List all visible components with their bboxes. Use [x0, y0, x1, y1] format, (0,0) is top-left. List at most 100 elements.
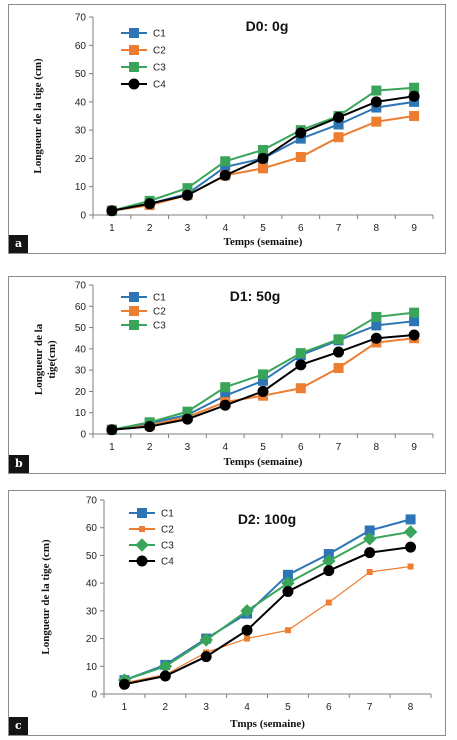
chart-title: D1: 50g [230, 288, 281, 304]
data-point [333, 119, 344, 130]
x-tick-label: 2 [147, 442, 153, 453]
data-point [405, 541, 417, 553]
data-point [295, 127, 307, 139]
data-point [240, 604, 254, 618]
chart-title: D0: 0g [246, 18, 289, 34]
x-tick-label: 8 [374, 442, 380, 453]
legend-label: C4 [153, 80, 166, 91]
data-point [409, 316, 420, 327]
x-tick-label: 7 [336, 442, 342, 453]
x-tick-label: 8 [374, 223, 380, 234]
data-point [257, 152, 269, 164]
data-point [258, 144, 268, 155]
data-point [403, 525, 418, 539]
data-point [182, 183, 193, 194]
legend-marker [129, 292, 139, 302]
data-point [408, 329, 420, 341]
legend-label: C3 [153, 321, 166, 332]
legend-label: C2 [161, 525, 174, 536]
data-point [106, 424, 118, 436]
y-tick-label: 20 [86, 634, 98, 645]
chart-panel-c: 0 10 20 30 40 50 60 70 1 2 3 4 5 6 7 8 C1 C2 C3 C4 D2: 100g T… [8, 490, 446, 736]
y-tick-label: 50 [75, 69, 87, 80]
data-point [366, 569, 373, 576]
data-point [371, 311, 382, 322]
x-axis-label: Tmps (semaine) [230, 718, 305, 730]
data-point [258, 375, 268, 386]
data-point [181, 189, 193, 201]
y-tick-label: 60 [86, 523, 98, 534]
y-tick-label: 70 [86, 496, 98, 507]
data-point [371, 102, 382, 113]
x-tick-label: 3 [185, 223, 191, 234]
data-point [200, 651, 212, 663]
data-point [405, 514, 416, 525]
legend-label: C3 [161, 541, 174, 552]
y-tick-label: 10 [75, 408, 87, 419]
series-line-c4 [124, 546, 411, 686]
y-tick-label: 30 [75, 126, 87, 137]
data-point [295, 359, 307, 371]
x-tick-label: 2 [147, 223, 153, 234]
y-tick-label: 40 [75, 344, 87, 355]
data-point [257, 385, 269, 397]
x-tick-label: 6 [326, 702, 332, 713]
panel-label-a: a [9, 235, 29, 253]
y-tick-label: 60 [75, 41, 87, 52]
legend-label: C1 [153, 293, 166, 304]
data-point [333, 111, 345, 123]
data-point [371, 85, 382, 96]
x-tick-label: 4 [244, 702, 250, 713]
y-tick-label: 40 [86, 579, 98, 590]
x-tick-label: 5 [260, 223, 266, 234]
data-point [241, 624, 253, 636]
chart-title: D2: 100g [238, 511, 296, 527]
data-point [407, 563, 414, 570]
x-tick-label: 1 [122, 702, 128, 713]
y-axis-label: Longueur de latige(cm) [33, 323, 58, 395]
legend-marker [139, 526, 145, 532]
data-point [284, 627, 291, 634]
data-point [333, 334, 344, 345]
data-point [282, 569, 293, 580]
data-point [159, 670, 171, 682]
x-tick-label: 7 [367, 702, 373, 713]
data-point [408, 90, 420, 102]
legend-marker [129, 28, 139, 38]
x-tick-label: 1 [109, 442, 115, 453]
y-tick-label: 0 [80, 430, 86, 441]
data-point [295, 152, 306, 163]
data-point [182, 406, 193, 417]
y-tick-label: 20 [75, 387, 87, 398]
y-tick-label: 0 [91, 690, 97, 701]
data-point [144, 198, 156, 210]
y-tick-label: 70 [75, 281, 87, 292]
x-tick-label: 6 [298, 442, 304, 453]
data-point [409, 307, 420, 318]
y-tick-label: 40 [75, 97, 87, 108]
legend-marker [129, 306, 139, 316]
data-point [371, 320, 382, 331]
legend-label: C4 [161, 557, 174, 568]
x-tick-label: 6 [298, 223, 304, 234]
data-point [244, 635, 251, 642]
data-point [144, 421, 156, 433]
legend-marker [129, 45, 139, 55]
legend-label: C2 [153, 307, 166, 318]
x-tick-label: 9 [411, 223, 417, 234]
y-tick-label: 30 [86, 606, 98, 617]
panel-label-b: b [9, 455, 29, 473]
data-point [199, 633, 213, 647]
data-point [370, 332, 382, 344]
data-point [258, 369, 268, 380]
data-point [371, 116, 382, 127]
y-tick-label: 50 [86, 551, 98, 562]
data-point [295, 133, 306, 144]
x-tick-label: 9 [411, 442, 417, 453]
data-point [181, 413, 193, 425]
legend-marker [135, 538, 149, 552]
data-point [333, 346, 345, 358]
chart-c: 0 10 20 30 40 50 60 70 1 2 3 4 5 6 7 8 C1 C2 C3 C4 D2: 100g T… [40, 496, 432, 730]
series-line-c3 [124, 530, 411, 682]
y-tick-label: 70 [75, 13, 87, 24]
